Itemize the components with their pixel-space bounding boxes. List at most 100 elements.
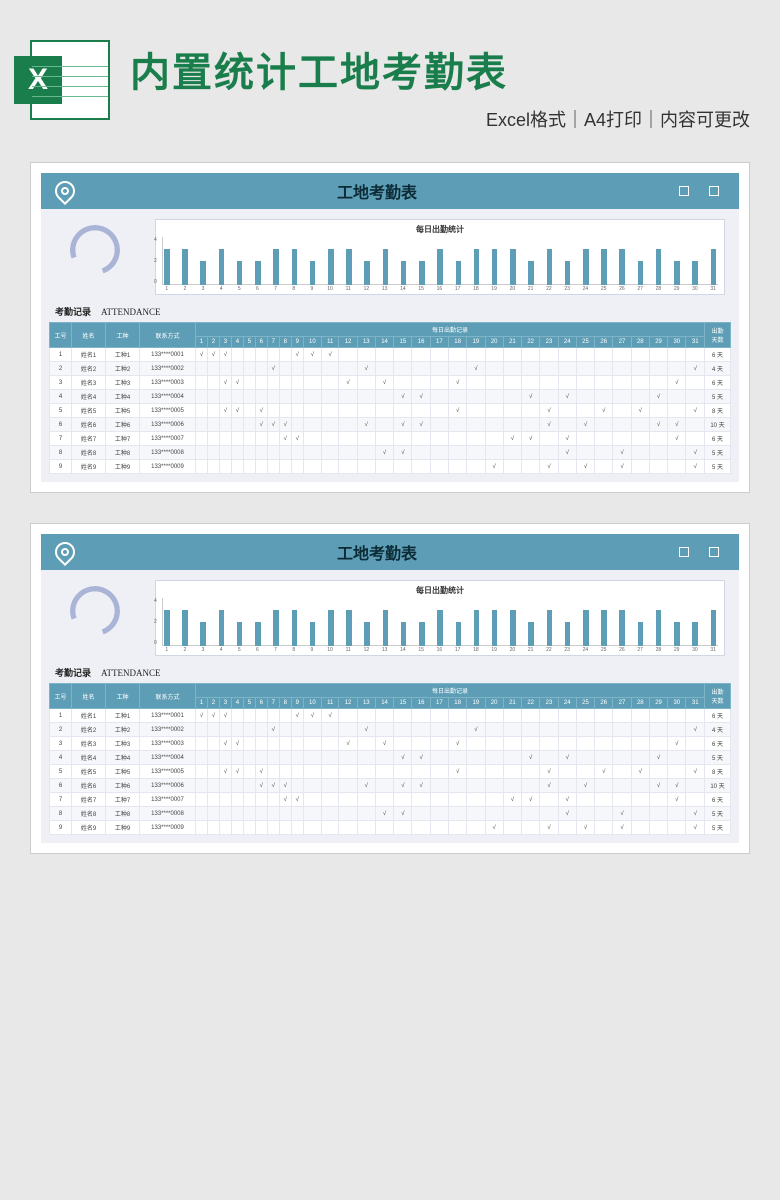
table-day-header: 23	[540, 698, 558, 709]
chart-bar	[565, 261, 571, 285]
table-cell	[321, 362, 338, 376]
sheet-title: 工地考勤表	[337, 179, 417, 203]
table-cell: √	[649, 751, 667, 765]
table-cell: √	[412, 418, 430, 432]
table-cell: √	[540, 404, 558, 418]
chart-bar	[474, 249, 480, 285]
table-day-header: 29	[649, 698, 667, 709]
table-cell	[467, 737, 485, 751]
table-cell	[412, 765, 430, 779]
table-cell	[485, 793, 503, 807]
table-cell	[558, 362, 576, 376]
chart-bar	[346, 610, 352, 646]
table-header: 联系方式	[140, 323, 196, 348]
gauge-wrap	[55, 219, 135, 275]
table-cell	[357, 446, 375, 460]
chart-bar	[182, 249, 188, 285]
table-cell: √	[540, 821, 558, 835]
table-row: 6姓名6工种6133****0006√√√√√√√√√√10 天	[50, 418, 731, 432]
table-day-header: 23	[540, 337, 558, 348]
table-cell	[595, 460, 613, 474]
table-cell	[357, 709, 375, 723]
table-cell	[196, 737, 208, 751]
table-day-header: 14	[375, 698, 393, 709]
table-day-header: 17	[430, 337, 448, 348]
table-cell: √	[540, 418, 558, 432]
table-cell	[321, 446, 338, 460]
table-row: 7姓名7工种7133****0007√√√√√√6 天	[50, 793, 731, 807]
table-cell	[485, 362, 503, 376]
table-cell	[576, 376, 594, 390]
table-day-header: 12	[339, 698, 357, 709]
chart-bar	[601, 249, 607, 285]
table-cell: 姓名5	[72, 404, 106, 418]
table-day-header: 9	[291, 337, 303, 348]
table-cell: 8 天	[705, 404, 731, 418]
table-cell	[321, 432, 338, 446]
table-cell	[540, 362, 558, 376]
table-cell	[375, 765, 393, 779]
table-cell: 工种5	[106, 404, 140, 418]
table-cell: √	[231, 376, 243, 390]
table-cell	[207, 390, 219, 404]
table-cell	[558, 723, 576, 737]
table-cell: 133****0008	[140, 446, 196, 460]
table-cell: √	[291, 432, 303, 446]
table-cell	[339, 348, 357, 362]
table-cell	[412, 376, 430, 390]
table-cell	[291, 779, 303, 793]
table-cell	[522, 362, 540, 376]
table-day-header: 28	[631, 337, 649, 348]
table-cell	[613, 765, 631, 779]
table-cell	[291, 821, 303, 835]
sheet-title: 工地考勤表	[337, 540, 417, 564]
table-cell	[267, 348, 279, 362]
table-cell	[196, 807, 208, 821]
table-cell	[668, 751, 686, 765]
table-cell	[613, 404, 631, 418]
table-cell	[243, 348, 255, 362]
attendance-table: 工号姓名工种联系方式每日出勤记录出勤天数12345678910111213141…	[49, 322, 731, 474]
table-cell	[522, 723, 540, 737]
table-cell: 6 天	[705, 737, 731, 751]
table-cell	[321, 751, 338, 765]
table-cell	[291, 751, 303, 765]
table-cell: √	[686, 807, 705, 821]
table-cell	[649, 460, 667, 474]
table-cell	[576, 807, 594, 821]
chart-bar	[182, 610, 188, 646]
table-cell	[522, 709, 540, 723]
table-cell	[449, 807, 467, 821]
table-cell	[449, 432, 467, 446]
table-cell	[412, 348, 430, 362]
table-cell	[394, 404, 412, 418]
table-cell: 姓名3	[72, 376, 106, 390]
table-cell: √	[686, 460, 705, 474]
table-cell	[357, 821, 375, 835]
table-cell: 6 天	[705, 376, 731, 390]
table-cell	[303, 362, 321, 376]
table-day-header: 8	[279, 698, 291, 709]
table-cell: √	[540, 765, 558, 779]
table-cell	[649, 362, 667, 376]
table-cell	[231, 779, 243, 793]
table-cell	[243, 432, 255, 446]
table-day-header: 20	[485, 337, 503, 348]
table-cell: √	[449, 737, 467, 751]
table-cell	[394, 821, 412, 835]
table-cell: √	[449, 765, 467, 779]
table-cell: 7	[50, 793, 72, 807]
table-cell	[207, 446, 219, 460]
table-cell	[412, 709, 430, 723]
table-cell	[303, 793, 321, 807]
table-header: 工号	[50, 684, 72, 709]
table-cell	[522, 737, 540, 751]
table-cell	[668, 460, 686, 474]
location-pin-icon	[51, 177, 79, 205]
table-cell	[668, 348, 686, 362]
table-day-header: 3	[219, 337, 231, 348]
table-cell: √	[375, 376, 393, 390]
table-cell	[255, 807, 267, 821]
table-cell	[503, 348, 521, 362]
table-cell: 133****0009	[140, 460, 196, 474]
